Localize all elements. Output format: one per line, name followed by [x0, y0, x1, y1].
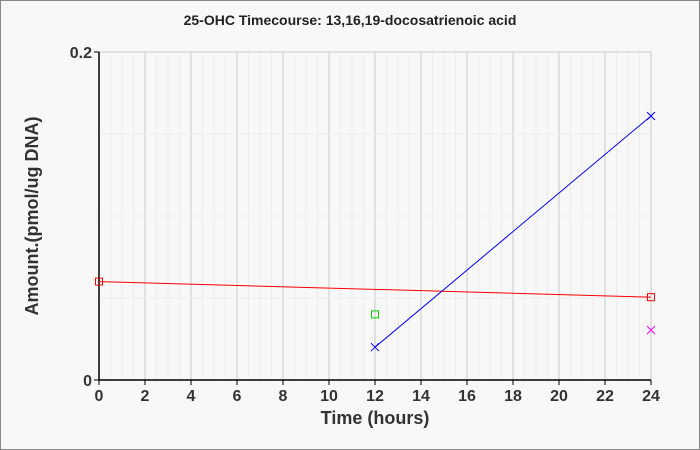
x-tick-label: 12 [366, 388, 384, 405]
x-tick-label: 2 [141, 388, 150, 405]
series-green [371, 310, 379, 319]
x-tick-label: 8 [279, 388, 288, 405]
y-axis-label: Amount.(pmol/ug DNA) [22, 117, 42, 316]
data-point-x [646, 325, 656, 335]
x-tick-label: 24 [642, 388, 660, 405]
x-tick-label: 14 [412, 388, 430, 405]
y-tick-label: 0.2 [70, 45, 92, 62]
data-point-square [371, 310, 379, 319]
series-line-red [98, 281, 652, 298]
x-tick-label: 0 [95, 388, 104, 405]
x-tick-label: 20 [550, 388, 568, 405]
y-tick-label: 0 [83, 373, 92, 390]
axes [94, 51, 652, 385]
x-tick-label: 4 [187, 388, 196, 405]
chart-title: 25-OHC Timecourse: 13,16,19-docosatrieno… [184, 12, 517, 28]
grid [98, 51, 652, 380]
x-tick-label: 6 [233, 388, 242, 405]
x-tick-label: 18 [504, 388, 522, 405]
series-line-blue [374, 115, 652, 348]
series-magenta [646, 325, 656, 335]
data-point-square [95, 277, 103, 286]
data-point-square [647, 293, 655, 302]
data-point-x [370, 342, 380, 352]
data-point-x [646, 111, 656, 121]
x-axis-label: Time (hours) [321, 408, 430, 428]
x-tick-label: 10 [320, 388, 338, 405]
series-red [95, 277, 655, 302]
x-tick-label: 16 [458, 388, 476, 405]
series-blue [370, 111, 656, 352]
x-tick-label: 22 [596, 388, 614, 405]
series-group [95, 111, 656, 352]
